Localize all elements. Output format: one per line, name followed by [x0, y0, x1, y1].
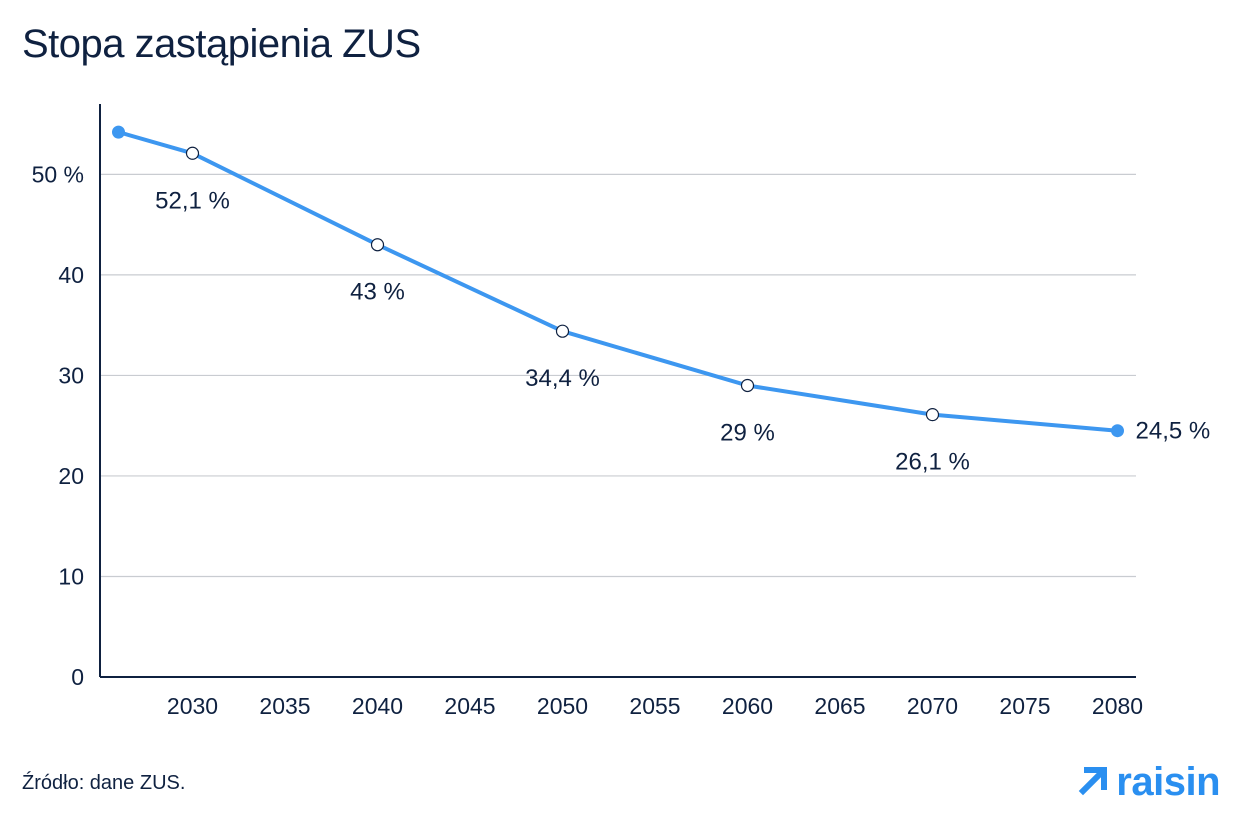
x-tick-label: 2065 — [814, 693, 865, 719]
series-line — [116, 130, 1120, 433]
data-label: 24,5 % — [1136, 418, 1211, 445]
data-label: 43 % — [350, 279, 405, 306]
y-tick-label: 0 — [71, 664, 84, 690]
y-tick-label: 40 — [58, 262, 84, 288]
data-point — [112, 125, 125, 139]
arrow-up-right-icon — [1076, 763, 1110, 802]
x-tick-label: 2070 — [907, 693, 958, 719]
y-tick-label: 20 — [58, 463, 84, 489]
x-tick-label: 2030 — [167, 693, 218, 719]
data-label: 52,1 % — [155, 187, 230, 214]
data-label: 29 % — [720, 419, 775, 446]
data-label: 26,1 % — [895, 449, 970, 476]
x-tick-label: 2075 — [999, 693, 1050, 719]
data-point — [925, 408, 940, 422]
x-tick-label: 2040 — [352, 693, 403, 719]
data-point — [1111, 424, 1124, 438]
x-tick-label: 2035 — [259, 693, 310, 719]
data-point — [185, 146, 200, 160]
x-tick-label: 2055 — [629, 693, 680, 719]
y-tick-label: 50 % — [32, 161, 84, 187]
y-tick-label: 30 — [58, 362, 84, 388]
data-label: 34,4 % — [525, 365, 600, 392]
logo-text: raisin — [1116, 760, 1220, 804]
x-tick-label: 2050 — [537, 693, 588, 719]
chart-title: Stopa zastąpienia ZUS — [22, 22, 421, 66]
data-point — [370, 238, 385, 252]
x-tick-label: 2045 — [444, 693, 495, 719]
brand-logo: raisin — [1076, 760, 1220, 805]
source-note: Źródło: dane ZUS. — [22, 772, 186, 794]
data-point — [740, 378, 755, 393]
y-tick-label: 10 — [58, 563, 84, 589]
x-tick-label: 2060 — [722, 693, 773, 719]
data-point — [555, 324, 570, 338]
x-tick-label: 2080 — [1092, 693, 1143, 719]
